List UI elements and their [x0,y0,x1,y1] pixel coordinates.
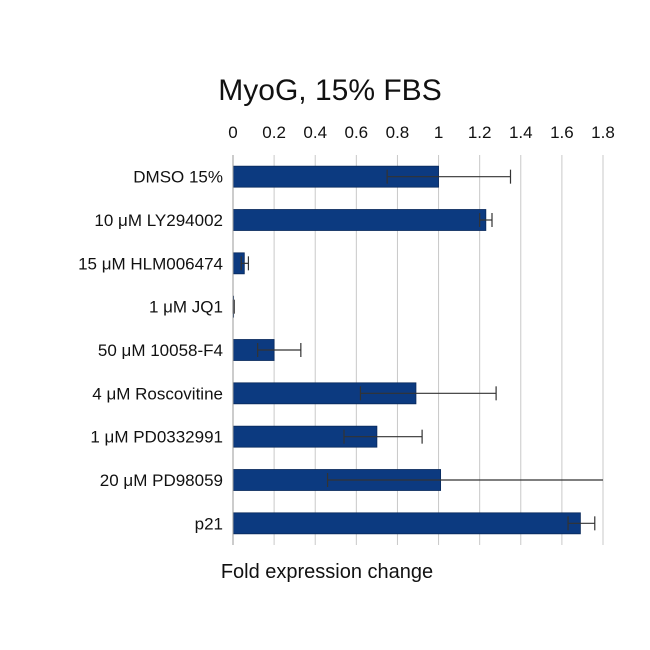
category-label: 20 μM PD98059 [100,471,223,490]
category-label: 1 μM PD0332991 [90,428,223,447]
error-bar [257,343,302,357]
x-tick-label: 0.2 [262,123,286,142]
x-tick-label: 1 [434,123,443,142]
error-bar [359,386,497,401]
x-tick-label: 1.8 [591,123,615,142]
error-bar [343,429,423,444]
error-bar [479,213,493,227]
category-labels: DMSO 15% 10 μM LY294002 15 μM HLM006474 1 μ… [78,168,223,534]
category-label: DMSO 15% [133,168,223,187]
category-label: 1 μM JQ1 [149,298,223,317]
x-axis-ticks: 0 0.2 0.4 0.6 0.8 1 1.2 1.4 1.6 1.8 [228,123,615,142]
x-axis-label: Fold expression change [221,561,433,583]
x-tick-label: 1.4 [509,123,533,142]
error-bar [326,473,603,487]
category-label: p21 [195,514,223,533]
category-label: 10 μM LY294002 [94,211,223,230]
error-bar [240,256,250,271]
bar [232,512,581,535]
category-label: 4 μM Roscovitine [92,384,223,403]
x-tick-label: 0.4 [303,123,327,142]
category-label: 50 μM 10058-F4 [98,341,223,360]
chart-title: MyoG, 15% FBS [218,74,441,107]
bar [232,209,487,231]
error-bar [386,169,512,184]
x-tick-label: 1.2 [468,123,492,142]
x-tick-label: 0 [228,123,237,142]
bars [232,165,581,535]
x-tick-label: 0.8 [386,123,410,142]
error-bar [567,516,596,531]
x-tick-label: 0.6 [345,123,369,142]
x-tick-label: 1.6 [550,123,574,142]
category-label: 15 μM HLM006474 [78,254,223,273]
